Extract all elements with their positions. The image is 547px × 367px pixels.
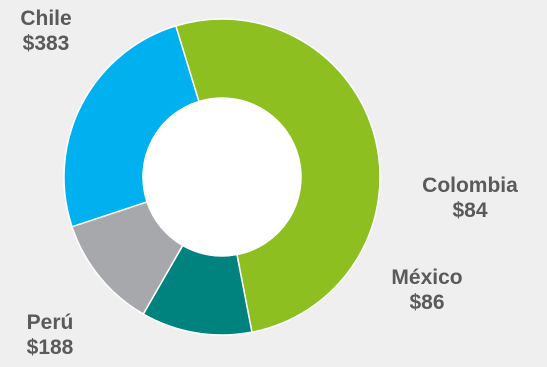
label-colombia: Colombia $84	[395, 173, 545, 223]
label-colombia-name: Colombia	[422, 174, 518, 197]
label-chile-value: $383	[22, 32, 70, 55]
label-mexico-name: México	[391, 266, 463, 289]
label-peru: Perú $188	[10, 310, 90, 360]
label-peru-value: $188	[26, 336, 74, 359]
donut-hole	[143, 98, 301, 256]
label-peru-name: Perú	[26, 311, 74, 334]
label-mexico: México $86	[372, 265, 482, 315]
label-chile-name: Chile	[20, 7, 72, 30]
label-mexico-value: $86	[409, 291, 445, 314]
label-chile: Chile $383	[6, 6, 86, 56]
label-colombia-value: $84	[452, 199, 488, 222]
